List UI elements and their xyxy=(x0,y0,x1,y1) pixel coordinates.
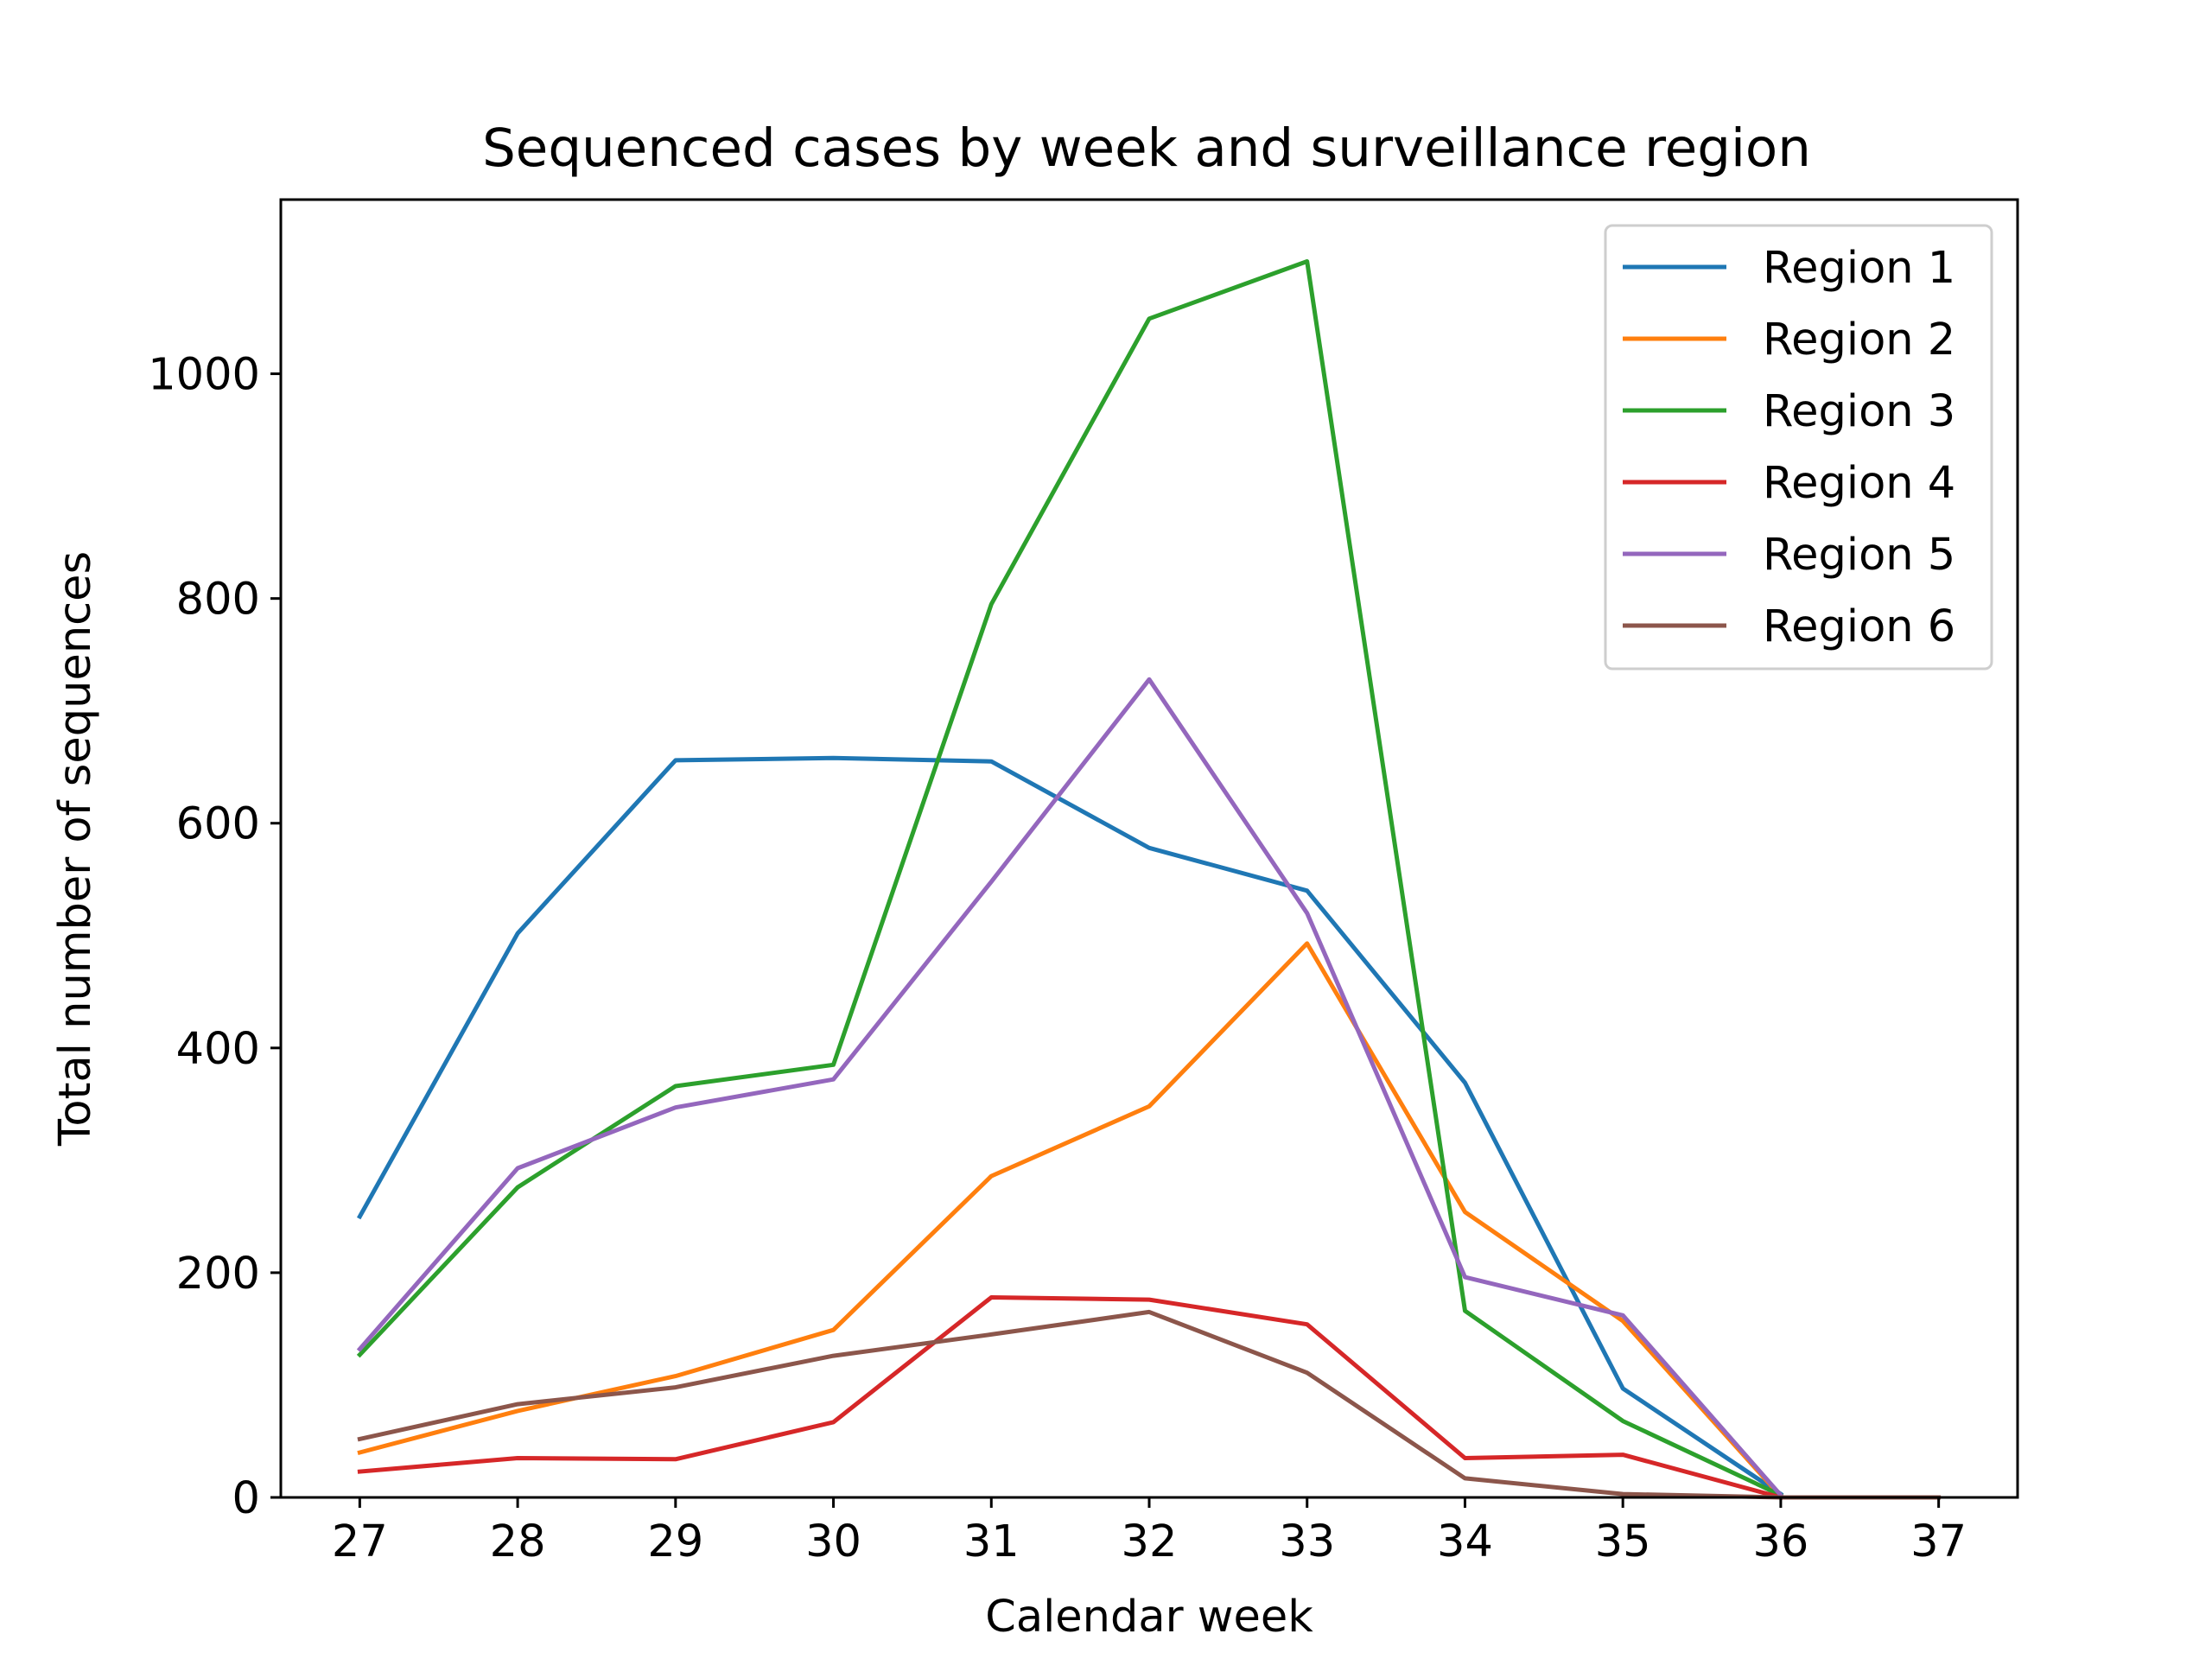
legend-items: Region 1 Region 2 Region 3 Region 4 Region 5… xyxy=(1623,243,1955,652)
x-tick-label: 37 xyxy=(1910,1516,1967,1567)
x-tick-label: 32 xyxy=(1122,1516,1178,1567)
series-line-region-2 xyxy=(357,941,1784,1500)
legend-label-region-2: Region 2 xyxy=(1763,315,1955,365)
x-tick-label: 33 xyxy=(1279,1516,1335,1567)
x-tick-label: 31 xyxy=(963,1516,1020,1567)
legend-label-region-5: Region 5 xyxy=(1763,530,1955,581)
y-tick-label: 600 xyxy=(176,799,260,850)
legend-label-region-4: Region 4 xyxy=(1763,458,1955,509)
y-tick-label: 200 xyxy=(176,1249,260,1300)
legend-label-region-6: Region 6 xyxy=(1763,601,1955,652)
x-tick-label: 35 xyxy=(1595,1516,1651,1567)
legend: Region 1 Region 2 Region 3 Region 4 Region 5… xyxy=(1604,224,1993,671)
y-axis-ticks: 0 200 400 600 800 1000 xyxy=(148,350,281,1524)
series-line-region-6 xyxy=(357,1309,1942,1500)
y-tick-label: 400 xyxy=(176,1024,260,1075)
x-axis-ticks: 27 28 29 30 31 32 33 34 35 36 37 xyxy=(332,1497,1967,1567)
y-tick-label: 800 xyxy=(176,575,260,626)
x-tick-label: 34 xyxy=(1437,1516,1493,1567)
series-line-region-1 xyxy=(356,755,1784,1497)
legend-label-region-1: Region 1 xyxy=(1763,243,1955,294)
x-tick-label: 27 xyxy=(332,1516,388,1567)
y-tick-label: 0 xyxy=(232,1473,260,1524)
legend-label-region-3: Region 3 xyxy=(1763,386,1955,437)
x-axis-label: Calendar week xyxy=(985,1592,1313,1643)
legend-frame xyxy=(1604,224,1993,671)
x-tick-label: 29 xyxy=(647,1516,703,1567)
x-tick-label: 30 xyxy=(805,1516,861,1567)
chart-title: Sequenced cases by week and surveillance… xyxy=(482,118,1811,179)
y-tick-label: 1000 xyxy=(148,350,260,401)
series-line-region-5 xyxy=(356,677,1784,1498)
series-layer xyxy=(356,259,1942,1501)
x-tick-label: 36 xyxy=(1752,1516,1808,1567)
x-tick-label: 28 xyxy=(490,1516,546,1567)
series-line-region-4 xyxy=(357,1295,1783,1501)
y-axis-label: Total number of sequences xyxy=(50,551,101,1147)
